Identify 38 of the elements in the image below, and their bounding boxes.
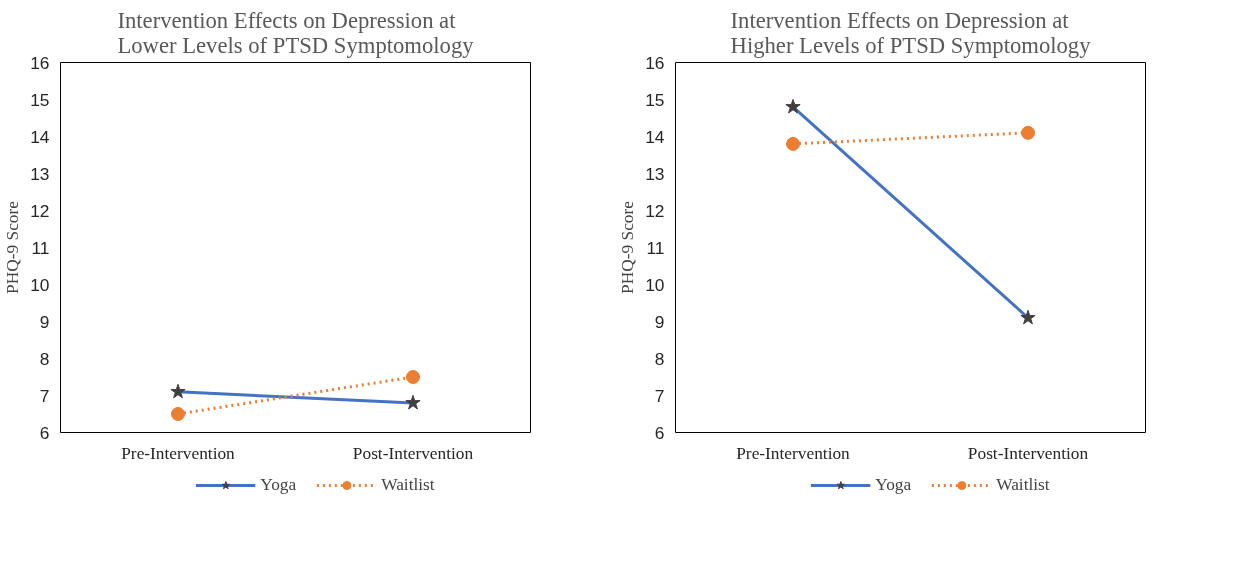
chart-title: Intervention Effects on Depression at Lower Levels of PTSD Symptomology: [117, 7, 475, 58]
y-tick-label: 13: [30, 163, 50, 184]
y-tick-label: 10: [30, 274, 50, 295]
y-tick-label: 16: [30, 52, 50, 73]
y-axis-title: PHQ-9 Score: [618, 200, 638, 294]
legend-label: Yoga: [260, 475, 297, 495]
chart-title: Intervention Effects on Depression at Higher Levels of PTSD Symptomology: [730, 7, 1092, 58]
y-tick-label: 9: [654, 311, 665, 332]
y-tick-label: 9: [39, 311, 50, 332]
x-tick-label: Pre-Intervention: [121, 443, 236, 463]
point: [406, 370, 420, 384]
y-tick-label: 12: [30, 200, 50, 221]
y-tick-label: 16: [645, 52, 665, 73]
point: [171, 407, 185, 421]
y-tick-label: 6: [39, 422, 50, 443]
y-tick-label: 8: [654, 348, 665, 369]
x-tick-label: Pre-Intervention: [736, 443, 851, 463]
legend-label: Waitlist: [381, 475, 435, 495]
y-tick-label: 11: [646, 237, 665, 258]
y-tick-label: 11: [31, 237, 50, 258]
y-tick-label: 15: [645, 89, 665, 110]
legend-label: Yoga: [875, 475, 912, 495]
y-tick-label: 14: [645, 126, 665, 147]
y-tick-label: 15: [30, 89, 50, 110]
y-tick-label: 12: [645, 200, 665, 221]
y-tick-label: 7: [39, 385, 50, 406]
x-tick-label: Post-Intervention: [967, 443, 1089, 463]
point: [786, 136, 800, 151]
y-tick-label: 13: [645, 163, 665, 184]
y-tick-label: 8: [39, 348, 50, 369]
y-tick-label: 14: [30, 126, 50, 147]
y-tick-label: 7: [654, 385, 665, 406]
legend-label: Waitlist: [996, 475, 1050, 495]
x-tick-label: Post-Intervention: [352, 443, 474, 463]
y-axis-title: PHQ-9 Score: [3, 200, 23, 294]
y-tick-label: 6: [654, 422, 665, 443]
point: [1021, 125, 1035, 140]
y-tick-label: 10: [645, 274, 665, 295]
